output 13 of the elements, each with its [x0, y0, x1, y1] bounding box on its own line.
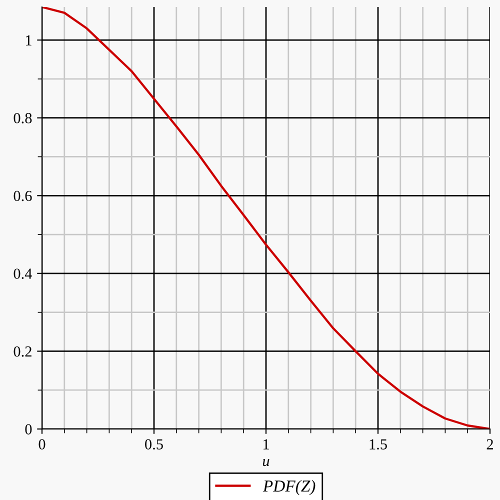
y-tick-label: 0.4 — [14, 268, 32, 279]
x-tick-label: 2 — [486, 439, 493, 450]
y-tick-label: 0.6 — [14, 190, 32, 202]
x-tick-label: 1.5 — [370, 439, 387, 450]
y-tick-label: 0.2 — [14, 346, 32, 357]
x-axis-title: u — [262, 458, 270, 466]
x-tick-label: 0 — [38, 439, 46, 450]
y-tick-label: 0 — [25, 424, 32, 434]
y-tick-label: 1 — [26, 35, 32, 46]
x-tick-label: 1 — [264, 439, 269, 450]
legend-label: PDF(Z) — [262, 480, 316, 496]
x-tick-label: 0.5 — [145, 439, 163, 450]
y-tick-label: 0.8 — [14, 112, 32, 124]
